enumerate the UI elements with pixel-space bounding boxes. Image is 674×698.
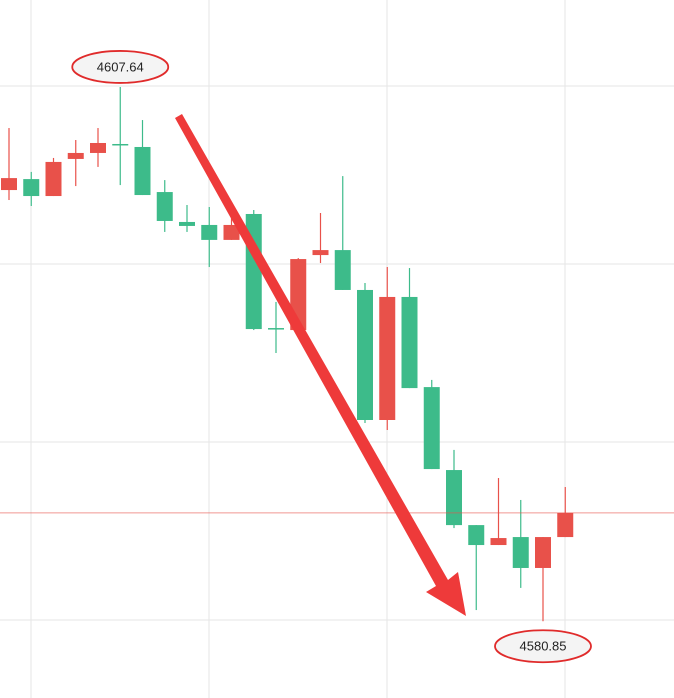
- candle-body: [179, 221, 195, 226]
- candle-body: [112, 143, 129, 146]
- candle-body: [490, 538, 507, 546]
- candle-body: [557, 512, 574, 538]
- candle-body: [512, 537, 529, 568]
- candle-body: [535, 537, 551, 568]
- price-label: 4607.64: [97, 59, 144, 74]
- candle-body: [379, 296, 396, 420]
- candle-body: [201, 224, 218, 240]
- annotations: 4607.64 4580.85: [71, 50, 592, 664]
- candle-body: [312, 250, 329, 256]
- candle-body: [401, 296, 418, 389]
- label-ellipse: [494, 629, 592, 664]
- candle-body: [134, 146, 151, 196]
- trend-arrow: [175, 114, 466, 616]
- candle-body: [423, 387, 440, 470]
- price-label: 4580.85: [520, 639, 567, 654]
- candle-body: [23, 179, 40, 197]
- candle-body: [268, 328, 284, 330]
- candle-body: [357, 289, 373, 420]
- candle-body: [90, 142, 106, 153]
- candle-body: [1, 178, 17, 191]
- arrow: [175, 114, 466, 616]
- candle-body: [45, 161, 62, 197]
- candle-body: [468, 525, 485, 546]
- candle-body: [156, 192, 173, 221]
- candle-body: [334, 250, 351, 290]
- candle-body: [67, 152, 84, 159]
- candle-body: [446, 470, 462, 526]
- label-ellipse: [71, 50, 170, 84]
- candles: [0, 86, 674, 622]
- candle-body: [223, 224, 240, 240]
